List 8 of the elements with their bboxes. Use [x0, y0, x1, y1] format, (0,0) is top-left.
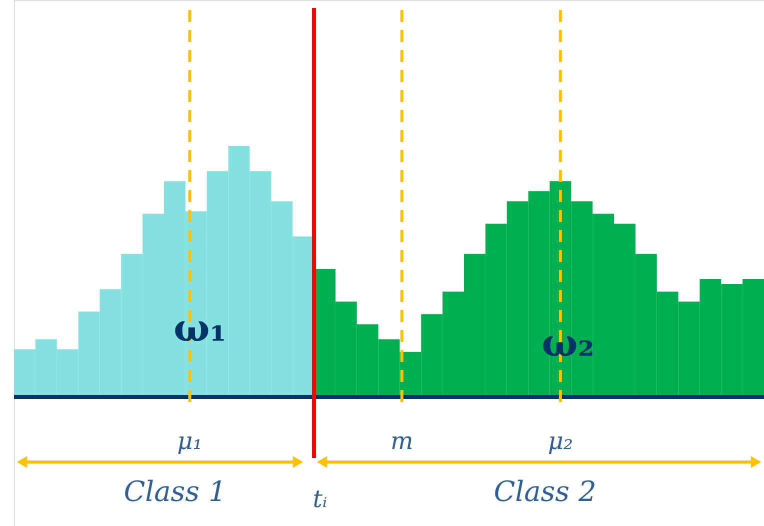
- text: Class 2: [494, 475, 596, 508]
- text: tᵢ: [312, 485, 328, 513]
- text: m: [390, 427, 414, 455]
- text: μ₂: [548, 427, 574, 455]
- text: μ₁: [177, 427, 202, 455]
- text: Class 1: [124, 475, 226, 508]
- annotation: ω₁: [174, 305, 226, 350]
- annotation: ω₂: [542, 320, 594, 365]
